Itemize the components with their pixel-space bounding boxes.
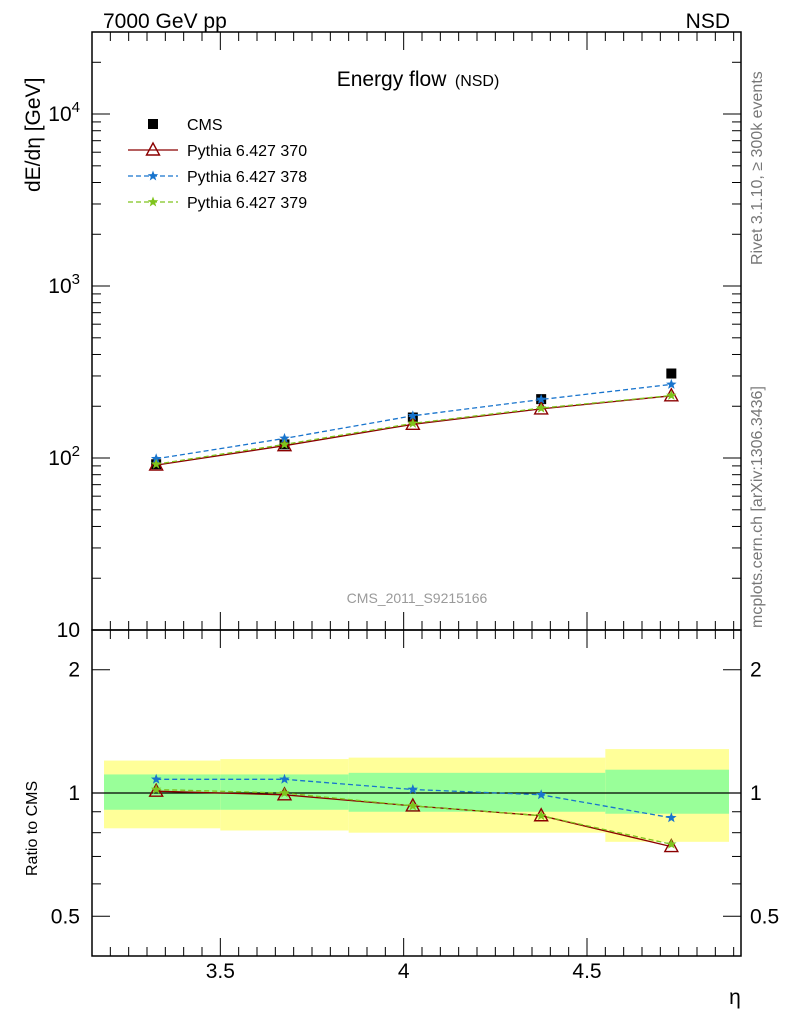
main-y-tick-label: 102 — [48, 443, 80, 470]
main-y-tick-base: 10 — [48, 447, 71, 470]
main-point-p378-2 — [407, 410, 419, 421]
main-line-p370 — [156, 395, 672, 466]
main-title-sub: (NSD) — [455, 73, 499, 90]
ratio-ticks: 0.5 0.5 1 1 2 2 3.5 4 4.5 — [51, 630, 779, 983]
ratio-point-p379-4 — [666, 838, 677, 849]
legend-marker-cms — [148, 119, 158, 129]
ratio-band-inner-4 — [605, 769, 729, 814]
main-point-p378-4 — [666, 378, 677, 389]
header-left: 7000 GeV pp — [103, 10, 227, 33]
legend-marker-p379 — [147, 196, 159, 207]
ratio-xlabel: η — [729, 986, 741, 1009]
ratio-point-p378-3 — [535, 789, 547, 800]
main-point-p379-2 — [407, 417, 419, 428]
ratio-x-tick-label: 3.5 — [206, 960, 235, 983]
ratio-y-tick-label: 2 — [68, 659, 80, 682]
main-y-tick-exponent: 2 — [72, 443, 80, 460]
ratio-y-tick-label: 1 — [68, 782, 80, 805]
ratio-marks — [148, 773, 680, 853]
ratio-bands — [92, 749, 741, 842]
legend-label-cms: CMS — [187, 117, 223, 134]
ratio-point-p379-2 — [407, 800, 419, 811]
mcplots-label: mcplots.cern.ch [arXiv:1306.3436] — [749, 386, 766, 628]
main-point-p379-0 — [150, 458, 162, 469]
ratio-panel: 0.5 0.5 1 1 2 2 3.5 4 4.5 Ratio to CMS η — [24, 629, 779, 1009]
ratio-point-p378-0 — [150, 773, 162, 784]
main-title: Energy flow (NSD) — [337, 68, 500, 91]
main-y-tick-exponent: 3 — [72, 271, 80, 288]
main-point-p378-3 — [535, 393, 547, 404]
main-y-tick-base: 10 — [57, 619, 80, 642]
main-point-p370-1 — [276, 437, 293, 452]
ratio-ylabel: Ratio to CMS — [24, 781, 41, 876]
main-marks — [148, 368, 680, 471]
ratio-point-p370-4 — [663, 838, 680, 853]
ratio-x-tick-label: 4 — [398, 960, 410, 983]
header-right: NSD — [686, 10, 730, 33]
main-y-tick-base: 10 — [48, 103, 71, 126]
main-y-tick-label: 104 — [48, 99, 80, 126]
ratio-point-p379-1 — [279, 787, 290, 798]
legend-marker-p378 — [147, 170, 159, 181]
ratio-point-p379-0 — [150, 783, 162, 794]
watermark: CMS_2011_S9215166 — [347, 590, 488, 606]
legend-label-p378: Pythia 6.427 378 — [187, 169, 307, 186]
main-point-p379-1 — [279, 438, 290, 449]
ratio-point-p378-2 — [407, 783, 419, 794]
main-point-p378-1 — [279, 432, 290, 443]
legend-label-p370: Pythia 6.427 370 — [187, 143, 307, 160]
main-ylabel: dE/dη [GeV] — [22, 78, 45, 192]
ratio-point-p378-1 — [279, 773, 290, 784]
rivet-label: Rivet 3.1.10, ≥ 300k events — [749, 71, 766, 265]
main-point-cms-4 — [666, 368, 677, 379]
main-point-p378-0 — [150, 453, 162, 464]
main-y-tick-label: 103 — [48, 271, 80, 298]
main-y-tick-label: 10 — [57, 619, 80, 642]
ratio-y-tick-label-right: 1 — [750, 782, 762, 805]
ratio-y-tick-label-right: 0.5 — [750, 905, 779, 928]
main-title-text: Energy flow — [337, 68, 448, 91]
ratio-point-p378-4 — [666, 812, 677, 823]
ratio-point-p379-3 — [535, 810, 547, 821]
ratio-y-tick-label-right: 2 — [750, 659, 762, 682]
main-point-p379-4 — [666, 389, 677, 400]
main-y-tick-exponent: 4 — [72, 99, 80, 116]
main-point-p379-3 — [535, 402, 547, 413]
ratio-y-tick-label: 0.5 — [51, 905, 80, 928]
legend: CMS Pythia 6.427 370 Pythia 6.427 378 Pythi… — [128, 117, 307, 212]
legend-label-p379: Pythia 6.427 379 — [187, 195, 307, 212]
main-y-tick-base: 10 — [48, 275, 71, 298]
ratio-x-tick-label: 4.5 — [572, 960, 601, 983]
legend-marker-p370 — [145, 141, 161, 156]
